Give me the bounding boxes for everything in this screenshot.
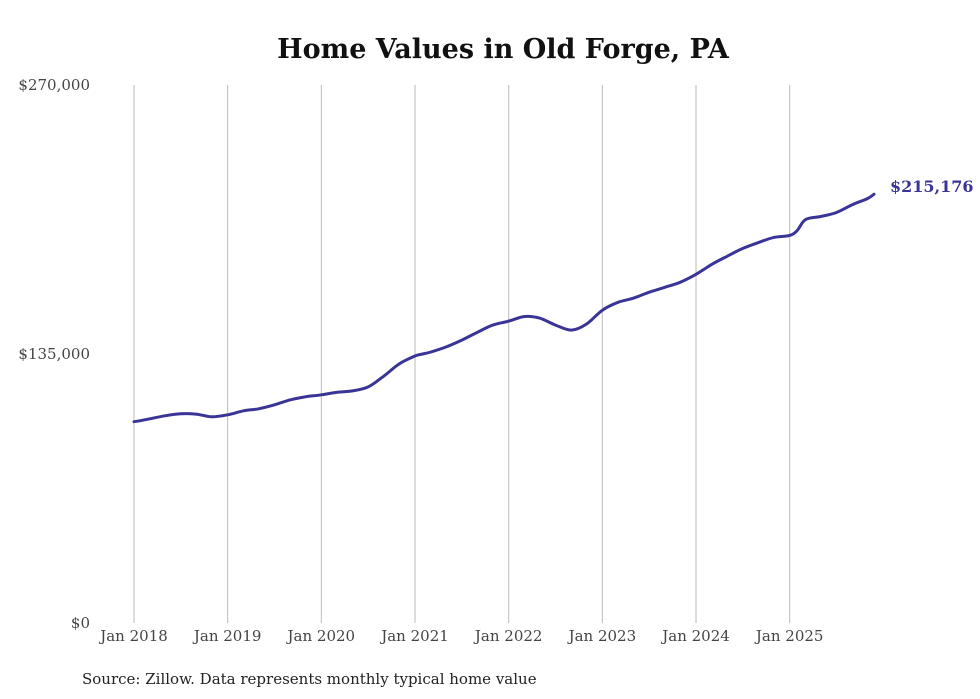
end-value-label: $215,176: [890, 177, 974, 196]
series-line-0: [132, 192, 876, 424]
y-tick-label: $0: [71, 614, 90, 632]
chart-title: Home Values in Old Forge, PA: [277, 34, 730, 65]
x-tick-label: Jan 2019: [192, 627, 262, 645]
x-axis: Jan 2018 Jan 2019 Jan 2020 Jan 2021 Jan 2022…: [98, 627, 823, 645]
x-tick-label: Jan 2023: [567, 627, 637, 645]
source-note: Source: Zillow. Data represents monthly …: [82, 670, 537, 688]
y-axis: $270,000 $135,000 $0: [18, 76, 90, 632]
y-tick-label: $270,000: [18, 76, 90, 94]
x-tick-label: Jan 2021: [379, 627, 449, 645]
x-tick-label: Jan 2020: [286, 627, 356, 645]
y-tick-label: $135,000: [18, 345, 90, 363]
x-tick-label: Jan 2024: [660, 627, 730, 645]
x-tick-label: Jan 2018: [98, 627, 168, 645]
gridlines: [133, 85, 791, 623]
x-tick-label: Jan 2022: [473, 627, 543, 645]
series-layer: $215,176: [132, 177, 974, 424]
x-tick-label: Jan 2025: [754, 627, 824, 645]
